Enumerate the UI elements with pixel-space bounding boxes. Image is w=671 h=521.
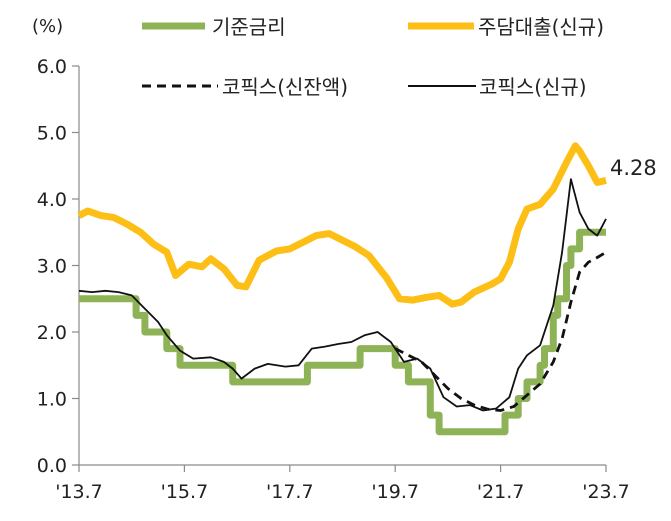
x-tick-label: '21.7 xyxy=(477,481,525,503)
legend-label-mortgage-new: 주담대출(신규) xyxy=(478,15,604,39)
y-axis: 0.0 1.0 2.0 3.0 4.0 5.0 6.0 xyxy=(37,56,80,477)
y-tick-label: 4.0 xyxy=(37,189,67,211)
y-tick-group: 0.0 1.0 2.0 3.0 4.0 5.0 6.0 xyxy=(37,56,79,477)
legend-label-cofix-new: 코픽스(신규) xyxy=(479,75,587,99)
series-line-mortgage-new xyxy=(77,142,607,308)
x-tick-label: '15.7 xyxy=(161,481,209,503)
y-tick-label: 2.0 xyxy=(37,322,67,344)
series-line-cofix-new xyxy=(78,178,607,412)
series-line-base-rate xyxy=(79,228,606,436)
annotation-latest-mortgage-rate: 4.28 xyxy=(610,156,657,180)
x-tick-label: '13.7 xyxy=(55,481,103,503)
series-line-cofix-balance xyxy=(394,251,607,412)
unit-label: (%) xyxy=(32,16,63,37)
legend-label-cofix-balance: 코픽스(신잔액) xyxy=(222,75,348,99)
y-tick-label: 0.0 xyxy=(37,455,67,477)
y-tick-label: 6.0 xyxy=(37,56,67,78)
y-tick-label: 3.0 xyxy=(37,256,67,278)
x-tick-label: '23.7 xyxy=(582,481,630,503)
y-tick-label: 1.0 xyxy=(37,389,67,411)
x-axis: '13.7 '15.7 '17.7 '19.7 '21.7 '23.7 xyxy=(55,464,630,503)
x-tick-label: '19.7 xyxy=(371,481,419,503)
legend: 기준금리 주담대출(신규) 코픽스(신잔액) 코픽스(신규) xyxy=(142,15,604,99)
y-tick-label: 5.0 xyxy=(37,123,67,145)
x-tick-label: '17.7 xyxy=(266,481,314,503)
legend-label-base-rate: 기준금리 xyxy=(212,15,286,39)
x-tick-group: '13.7 '15.7 '17.7 '19.7 '21.7 '23.7 xyxy=(55,465,630,503)
series-layer xyxy=(77,142,607,436)
